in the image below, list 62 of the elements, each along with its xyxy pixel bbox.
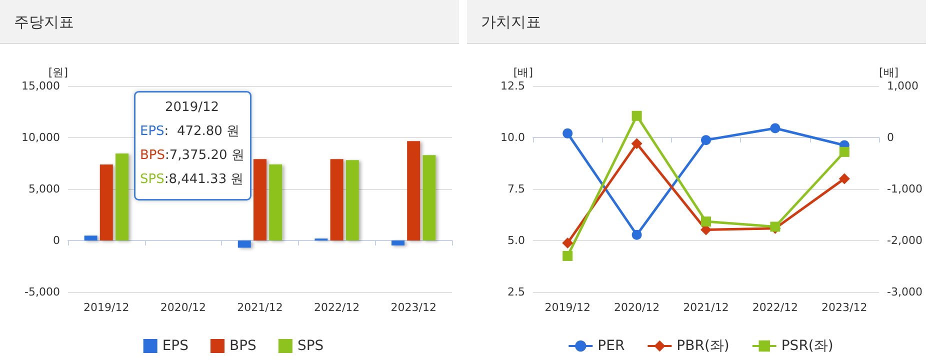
annotation: 2019/12 [164, 100, 220, 115]
point [631, 138, 642, 150]
y-tick-label: 12.5 [500, 80, 525, 92]
bar [330, 159, 344, 240]
legend-label: SPS [297, 338, 324, 354]
x-tick-label: 2020/12 [160, 301, 206, 314]
y-axis-title: [원] [48, 66, 68, 79]
chart-title: 주당지표 [0, 0, 459, 44]
y2-tick-label: -2,000 [887, 234, 922, 247]
legend-label: EPS [162, 338, 189, 354]
legend-label: PER [598, 338, 625, 354]
point [632, 230, 642, 240]
y-tick-label: -5,000 [24, 286, 60, 298]
point [632, 110, 642, 121]
y2-tick-label: -1,000 [887, 182, 922, 196]
y2-tick-label: 1,000 [887, 80, 918, 92]
point [838, 173, 850, 184]
x-tick-label: 2019/12 [544, 301, 590, 314]
point [701, 135, 711, 146]
x-tick-label: 2022/12 [752, 301, 798, 314]
y-tick-label: 15,000 [22, 80, 60, 92]
y-tick-label: 5,000 [28, 182, 60, 196]
point [562, 128, 573, 138]
bar [269, 164, 282, 240]
y-tick-label: 2.5 [508, 286, 525, 298]
legend-label: BPS [230, 338, 257, 354]
point [701, 216, 711, 227]
y-axis-title: [배] [513, 66, 533, 79]
x-tick-label: 2020/12 [614, 301, 660, 314]
y2-tick-label: 0 [887, 131, 894, 144]
bar [100, 164, 113, 240]
bar [116, 154, 128, 240]
bar [407, 141, 420, 240]
x-tick-label: 2021/12 [683, 301, 729, 314]
legend-label: PBR(좌) [676, 338, 730, 354]
bar [346, 160, 359, 240]
bar [254, 159, 266, 240]
bar [84, 236, 98, 240]
bar [392, 240, 404, 246]
chart-title: 가치지표 [467, 0, 926, 44]
legend-label: PSR(좌) [781, 338, 834, 354]
annotation: EPS: 472.80 원 [140, 124, 240, 139]
point [562, 250, 573, 261]
y2-tick-label: -3,000 [887, 286, 922, 298]
y-tick-label: 5.0 [508, 234, 525, 247]
x-tick-label: 2022/12 [314, 301, 360, 314]
y-tick-label: 7.5 [508, 182, 525, 196]
x-tick-label: 2023/12 [822, 301, 868, 314]
x-tick-label: 2021/12 [237, 301, 283, 314]
x-tick-label: 2023/12 [390, 301, 436, 314]
annotation: BPS:7,375.20 원 [140, 148, 244, 163]
x-tick-label: 2019/12 [84, 301, 130, 314]
bar [238, 240, 251, 248]
y2-axis-title: [배] [879, 66, 899, 79]
y-tick-label: 10,000 [22, 131, 60, 144]
point [562, 237, 574, 248]
y-tick-label: 0 [53, 234, 60, 247]
annotation: SPS:8,441.33 원 [140, 172, 244, 187]
bar [422, 155, 436, 240]
y-tick-label: 10.0 [500, 131, 525, 144]
point [839, 146, 850, 157]
point [770, 123, 780, 134]
